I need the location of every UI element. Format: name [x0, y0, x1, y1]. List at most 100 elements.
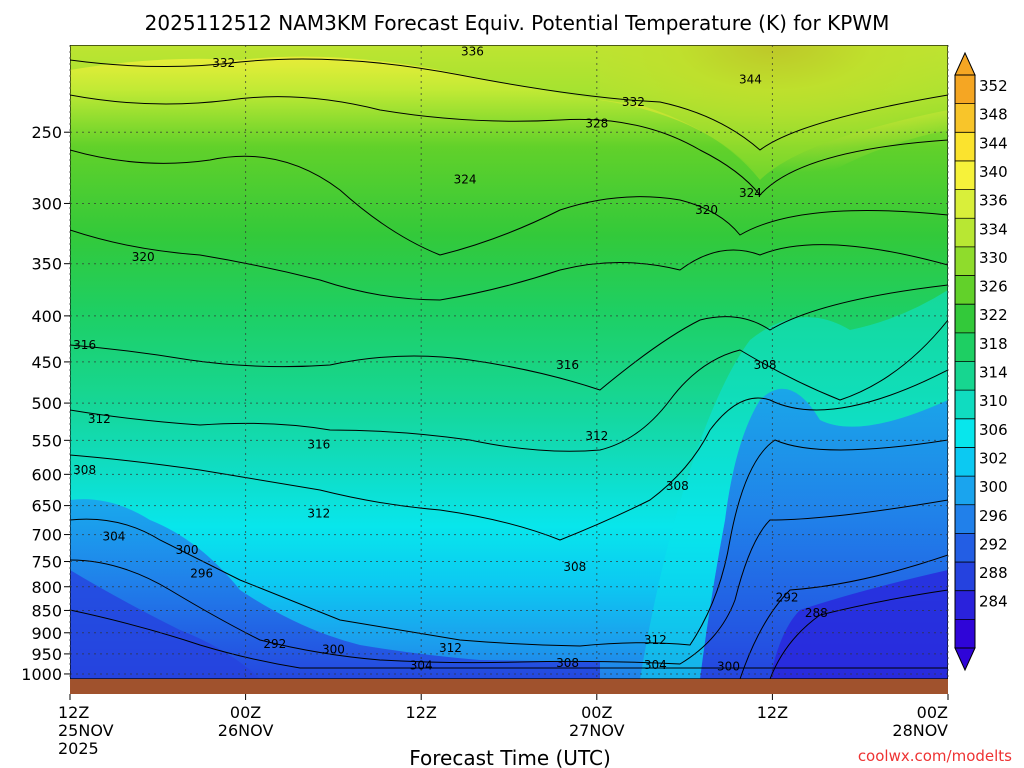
colorbar-label: 310 [979, 392, 1008, 410]
x-tick-label: 12Z [406, 703, 437, 722]
colorbar-label: 330 [979, 249, 1008, 267]
ground-bar [70, 679, 948, 694]
y-tick-label: 600 [31, 465, 62, 484]
colorbar-swatch [955, 418, 975, 448]
colorbar-swatch [955, 218, 975, 248]
colorbar-swatch [955, 504, 975, 534]
x-axis-label: Forecast Time (UTC) [409, 746, 611, 768]
y-tick-label: 500 [31, 394, 62, 413]
colorbar-swatch [955, 75, 975, 105]
colorbar-label: 340 [979, 163, 1008, 181]
colorbar-label: 336 [979, 192, 1008, 210]
contour-label: 312 [585, 429, 608, 443]
colorbar-swatch [955, 304, 975, 334]
x-tick-label: 00Z [917, 703, 948, 722]
contour-label: 308 [754, 358, 777, 372]
y-tick-label: 300 [31, 194, 62, 213]
cold-region-left [70, 499, 600, 679]
contour-label: 292 [263, 637, 286, 651]
contour-label: 344 [739, 72, 762, 86]
contour-label: 332 [212, 56, 235, 70]
contour-line [70, 369, 948, 541]
contour-label: 332 [622, 95, 645, 109]
colorbar-swatch [955, 447, 975, 477]
y-tick-label: 750 [31, 553, 62, 572]
y-tick-label: 350 [31, 255, 62, 274]
colorbar-swatch [955, 361, 975, 391]
colorbar-swatch [955, 590, 975, 620]
contour-label: 320 [695, 203, 718, 217]
colorbar-swatch [955, 619, 975, 649]
credit-text: coolwx.com/modelts [858, 747, 1012, 765]
contour-label: 300 [322, 643, 345, 657]
colorbar-label: 352 [979, 77, 1008, 95]
deep-cold-left [70, 570, 260, 679]
contour-line [70, 319, 948, 452]
contour-label: 308 [556, 656, 579, 670]
contour-label: 288 [805, 606, 828, 620]
contour-line [739, 554, 948, 679]
colorbar-swatch [955, 476, 975, 506]
colorbar-swatch [955, 132, 975, 162]
contour-line [70, 149, 948, 256]
y-tick-label: 950 [31, 645, 62, 664]
colorbar-label: 344 [979, 134, 1008, 152]
y-tick-label: 550 [31, 431, 62, 450]
y-tick-label: 900 [31, 624, 62, 643]
upper-green-region [70, 45, 948, 180]
colorbar-label: 348 [979, 106, 1008, 124]
colorbar-label: 326 [979, 278, 1008, 296]
contour-label: 296 [190, 566, 213, 580]
title-group: 2025112512 NAM3KM Forecast Equiv. Potent… [145, 11, 890, 35]
plot-area [70, 45, 948, 679]
colorbar-swatch [955, 275, 975, 305]
colorbar-label: 306 [979, 421, 1008, 439]
contour-line [70, 229, 948, 301]
x-tick-date-label: 26NOV [218, 721, 274, 740]
y-tick-label: 400 [31, 307, 62, 326]
contour-label: 324 [454, 173, 477, 187]
colorbar-label: 292 [979, 535, 1008, 553]
contour-label: 304 [102, 529, 125, 543]
contour-label: 308 [563, 560, 586, 574]
x-tick-date-label: 25NOV [58, 721, 114, 740]
colorbar-label: 318 [979, 335, 1008, 353]
y-axis: 250 300 350 400 450 500 550 600 650 700 750 800 850 9… [21, 123, 70, 684]
contour-line [70, 609, 948, 669]
contour-label-group: 332 336 344 332 328 324 324 320 320 316 316 308 312 3… [73, 45, 828, 674]
colorbar-label: 302 [979, 449, 1008, 467]
contour-label: 336 [461, 45, 484, 59]
colorbar-label: 296 [979, 507, 1008, 525]
grid-lines [69, 45, 949, 679]
contour-label: 312 [644, 633, 667, 647]
y-tick-label: 450 [31, 353, 62, 372]
contour-label: 328 [585, 116, 608, 130]
y-tick-label: 650 [31, 497, 62, 516]
colorbar-swatch [955, 332, 975, 362]
contour-label: 312 [307, 507, 330, 521]
colorbar-label: 322 [979, 306, 1008, 324]
colorbar-swatch [955, 103, 975, 133]
colorbar-label: 314 [979, 364, 1008, 382]
colorbar-top-arrow [954, 51, 976, 76]
contour-label: 304 [410, 658, 433, 672]
colorbar-label: 334 [979, 220, 1008, 238]
contour-label: 312 [439, 641, 462, 655]
contour-label: 320 [132, 250, 155, 264]
x-tick-year-label: 2025 [58, 739, 99, 758]
colorbar: 352 348 344 340 336 334 330 326 322 318 314 310 306 3… [954, 51, 1008, 672]
x-tick-date-label: 28NOV [892, 721, 948, 740]
x-tick-label: 12Z [757, 703, 788, 722]
x-tick-label: 00Z [581, 703, 612, 722]
contour-line [70, 499, 948, 665]
y-tick-label: 700 [31, 526, 62, 545]
contour-line [70, 94, 948, 196]
colorbar-label: 284 [979, 593, 1008, 611]
contour-line [769, 589, 948, 679]
y-tick-label: 1000 [21, 665, 62, 684]
colorbar-label: 288 [979, 564, 1008, 582]
colorbar-swatch [955, 246, 975, 277]
contour-label: 324 [739, 186, 762, 200]
